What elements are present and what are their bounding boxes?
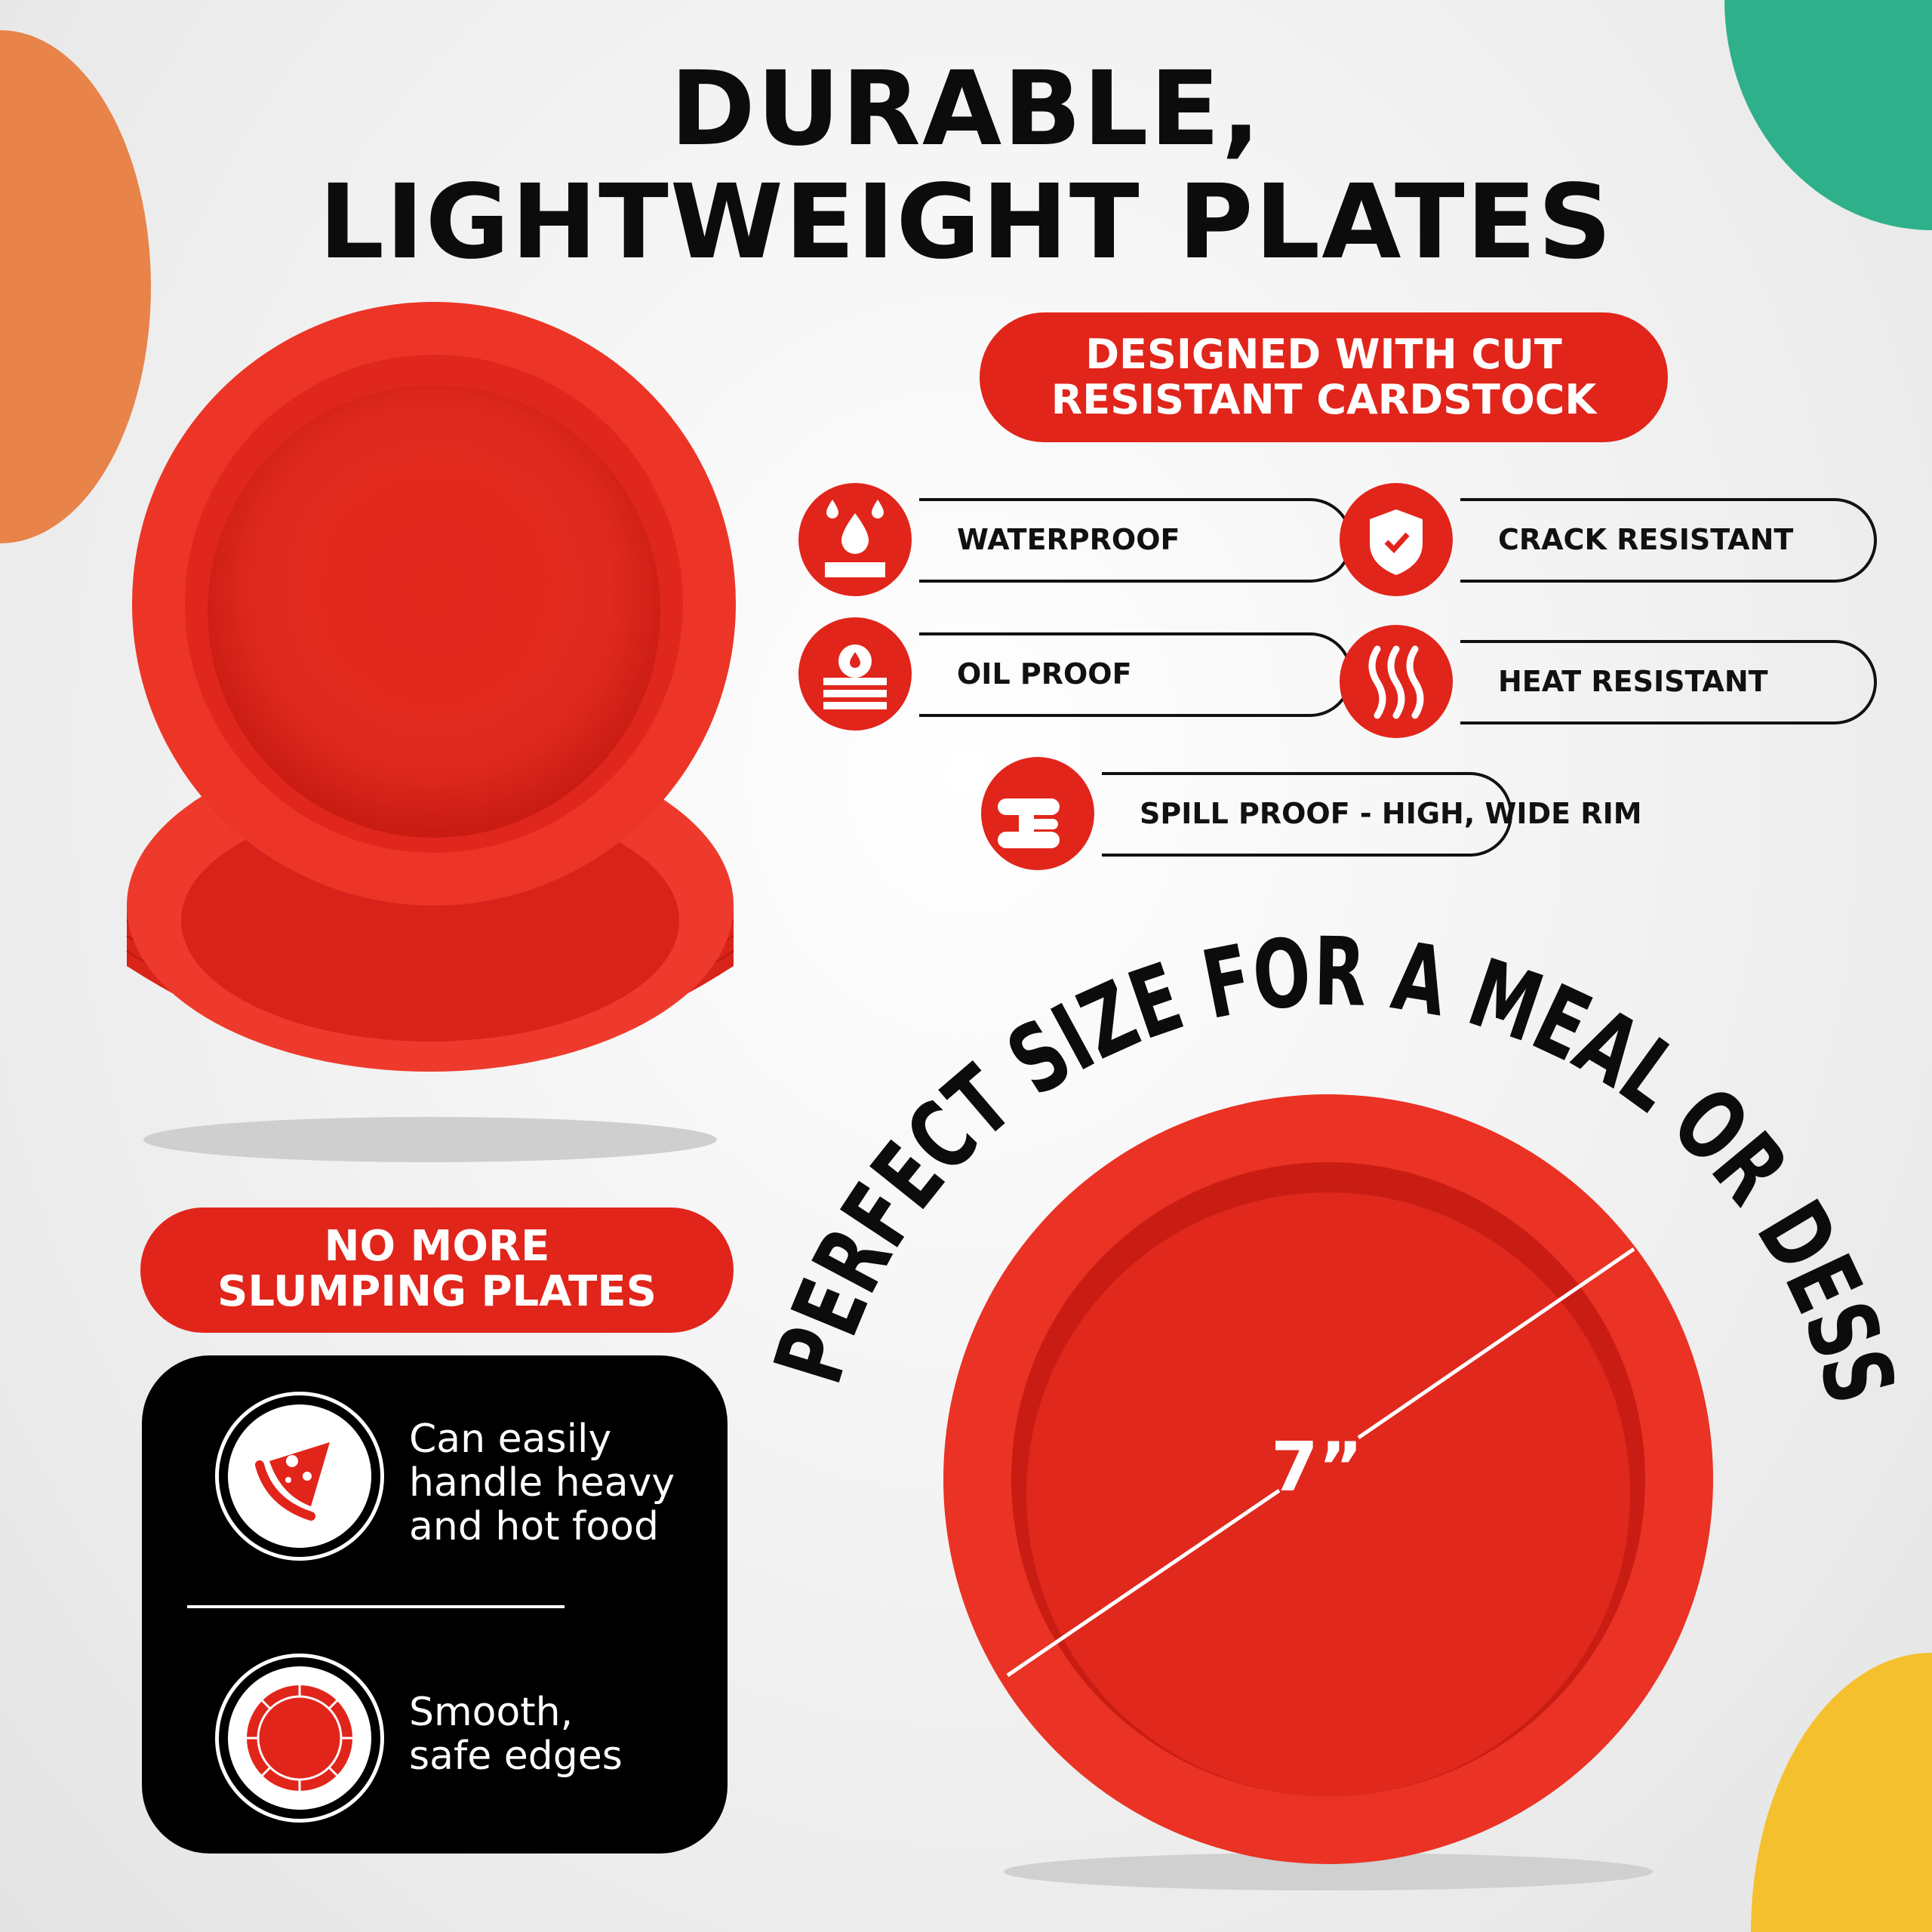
diameter-line: [1006, 1247, 1635, 1678]
feature-label: OIL PROOF: [957, 657, 1132, 691]
single-plate-image: 7”: [943, 1094, 1713, 1890]
pizza-slice-icon: [228, 1404, 371, 1548]
shadow: [143, 1117, 717, 1162]
rim-profile-icon: [981, 757, 1094, 870]
benefit-icon-ring: [215, 1654, 384, 1823]
benefit-text: Smooth, safe edges: [409, 1690, 623, 1779]
water-drop-icon: [798, 483, 912, 596]
feature-label: WATERPROOF: [957, 523, 1180, 556]
svg-text:PERFECT SIZE FOR A MEAL OR DES: PERFECT SIZE FOR A MEAL OR DESSERT: [0, 0, 1915, 1414]
badge-line-1: NO MORE: [324, 1222, 550, 1271]
plate-edge-icon: [228, 1666, 371, 1810]
plate-stack-image: [126, 302, 736, 1162]
divider: [187, 1605, 565, 1608]
headline: DURABLE, LIGHTWEIGHT PLATES: [0, 53, 1932, 279]
benefits-panel: Can easily handle heavy and hot food Smo…: [142, 1355, 728, 1854]
badge-line-2: SLUMPING PLATES: [217, 1267, 657, 1316]
benefit-text: Can easily handle heavy and hot food: [409, 1417, 675, 1549]
badge-line-1: DESIGNED WITH CUT: [1085, 331, 1562, 378]
oil-drop-layers-icon: [798, 617, 912, 731]
feature-label: HEAT RESISTANT: [1498, 665, 1768, 698]
arc-text: PERFECT SIZE FOR A MEAL OR DESSERT: [0, 0, 1915, 1414]
badge-line-2: RESISTANT CARDSTOCK: [1051, 376, 1597, 423]
feature-label: CRACK RESISTANT: [1498, 523, 1794, 556]
feature-label: SPILL PROOF - HIGH, WIDE RIM: [1140, 797, 1642, 830]
cardstock-badge: DESIGNED WITH CUT RESISTANT CARDSTOCK: [980, 312, 1668, 442]
diameter-label: 7”: [1271, 1428, 1363, 1507]
headline-line-1: DURABLE,: [669, 50, 1263, 169]
benefit-icon-ring: [215, 1392, 384, 1561]
shield-check-icon: [1340, 483, 1453, 596]
headline-line-2: LIGHTWEIGHT PLATES: [318, 163, 1614, 282]
slumping-badge: NO MORE SLUMPING PLATES: [140, 1208, 734, 1333]
heat-waves-icon: [1340, 625, 1453, 738]
